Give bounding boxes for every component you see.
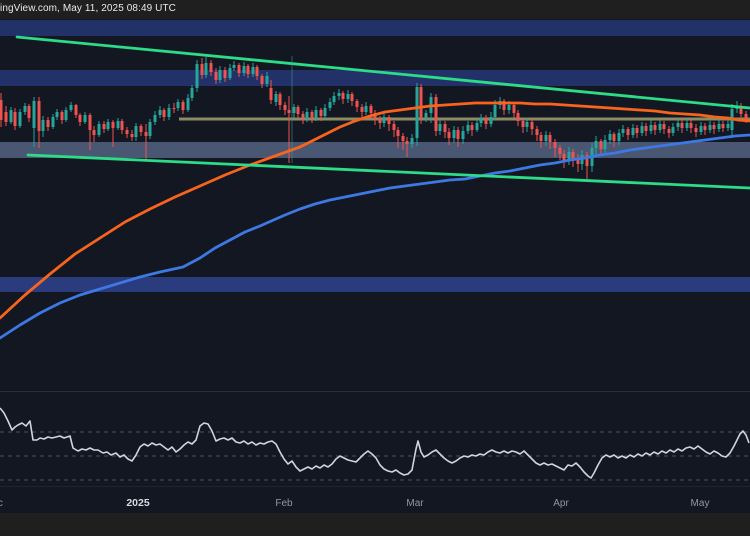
watermark-caption: ingView.com, May 11, 2025 08:49 UTC xyxy=(0,3,176,14)
descending-channel-lines xyxy=(15,35,750,190)
page-bottom-bar xyxy=(0,513,750,536)
time-axis-label-2025: 2025 xyxy=(126,497,150,509)
time-axis[interactable]: 2025 Feb Mar Apr May Dec xyxy=(0,497,709,509)
time-axis-label-Apr: Apr xyxy=(553,498,569,509)
oscillator-levels xyxy=(0,431,750,481)
time-axis-label-clipped-Dec: Dec xyxy=(0,498,3,509)
candlestick-series xyxy=(0,57,748,180)
oscillator-line xyxy=(0,407,750,479)
support-resistance-zones xyxy=(0,20,750,292)
panel-backgrounds xyxy=(0,19,750,513)
page-top-bar: ingView.com, May 11, 2025 08:49 UTC xyxy=(0,0,750,19)
resistance-zone-mid xyxy=(0,70,750,86)
ma-orange-line xyxy=(0,101,750,320)
support-zone-lower xyxy=(0,277,750,292)
time-axis-label-May: May xyxy=(691,498,710,509)
descending-channel-top xyxy=(15,35,750,110)
resistance-zone-upper xyxy=(0,20,750,36)
descending-channel-bottom xyxy=(26,153,750,190)
time-axis-label-Feb: Feb xyxy=(275,498,293,509)
panel-separators xyxy=(0,391,750,487)
ma-blue-line xyxy=(0,133,750,340)
time-axis-label-Mar: Mar xyxy=(406,498,424,509)
